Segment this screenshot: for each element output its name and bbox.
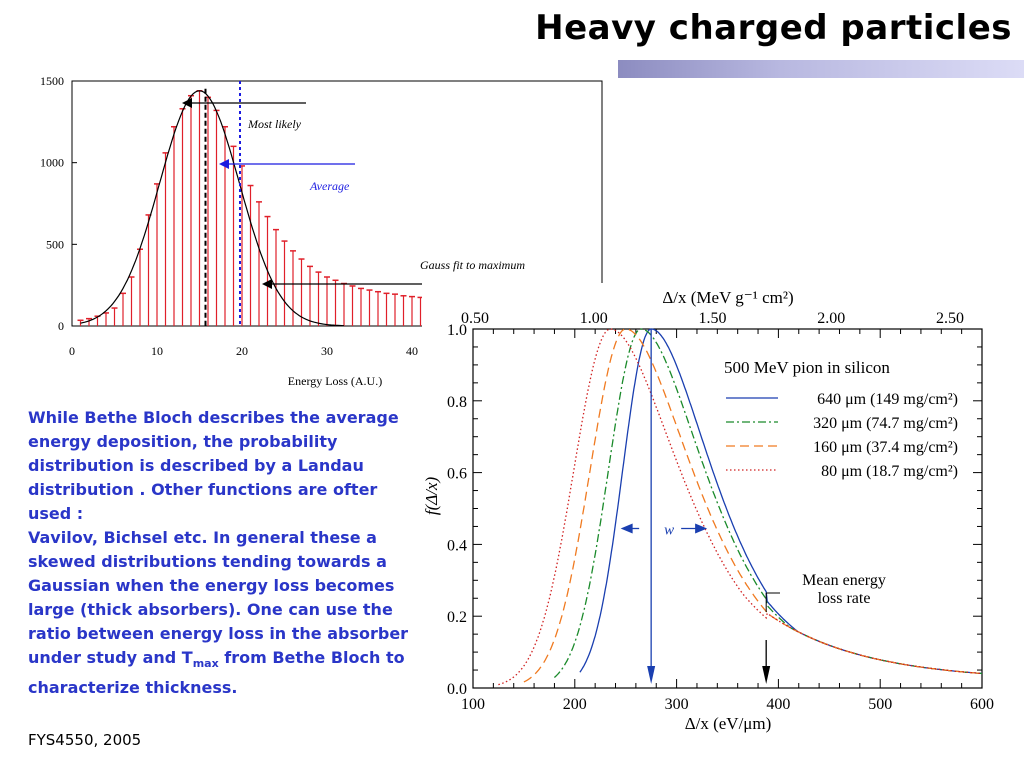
x-tick-label: 500 [868,696,892,713]
x2-tick-label: 2.00 [817,310,845,327]
landau-curves [498,328,983,686]
histogram-markers [182,81,600,326]
x-tick-label: 30 [321,344,333,358]
y-tick-label: 0.0 [447,681,467,698]
average-label: Average [309,179,350,193]
y-tick-label: 1000 [40,156,64,170]
y-tick-label: 500 [46,237,64,251]
x2-tick-label: 1.50 [699,310,727,327]
x2-tick-label: 2.50 [936,310,964,327]
footer-text: FYS4550, 2005 [28,731,142,749]
landau-legend: 500 MeV pion in silicon 640 μm (149 mg/cm… [724,358,958,480]
description-para2-prefix: Vavilov, Bichsel etc. In general these a… [28,528,409,667]
gauss-fit-label: Gauss fit to maximum [420,258,525,272]
x-tick-label: 40 [406,344,418,358]
x-tick-label: 300 [665,696,689,713]
mean-energy-arrowhead [762,666,771,684]
title-accent-bar [618,60,1024,78]
y-axis-label: f(Δ/x) [422,477,441,516]
average-arrowhead [219,159,229,169]
legend-entry: 80 μm (18.7 mg/cm²) [821,463,958,480]
landau-chart-title: 500 MeV pion in silicon [724,358,890,377]
description-para1: While Bethe Bloch describes the average … [28,408,399,523]
histogram-plot-border [71,80,603,327]
mean-energy-label-2: loss rate [818,590,871,607]
landau-frame [472,328,983,689]
histogram-bars [77,90,500,326]
x-tick-label: 10 [151,344,163,358]
most-likely-label: Most likely [247,117,302,131]
gauss-arrowhead [262,279,272,289]
w-right-arrowhead [695,523,708,534]
slide-title: Heavy charged particles [535,8,1012,48]
description-para2: Vavilov, Bichsel etc. In general these a… [28,526,420,700]
x-tick-label: 400 [766,696,790,713]
x2-tick-label: 0.50 [461,310,489,327]
x-tick-label: 200 [563,696,587,713]
legend-entry: 320 μm (74.7 mg/cm²) [813,415,958,432]
x-tick-label: 0 [69,344,75,358]
description-para2-suffix: from Bethe Bloch to characterize thickne… [28,648,405,698]
x2-axis-label: Δ/x (MeV g⁻¹ cm²) [662,288,793,307]
tmax-subscript: max [192,657,219,671]
y-tick-label: 0.6 [447,466,467,483]
x-tick-label: 600 [970,696,994,713]
x-tick-label: 20 [236,344,248,358]
y-tick-label: 0.8 [447,394,467,411]
y-tick-label: 1500 [40,74,64,88]
x-axis-label: Energy Loss (A.U.) [288,374,382,388]
y-tick-label: 0.2 [447,609,467,626]
most-probable-arrowhead [647,666,656,684]
w-left-arrowhead [620,523,633,534]
description-text: While Bethe Bloch describes the average … [28,406,420,700]
legend-entry: 160 μm (37.4 mg/cm²) [813,439,958,456]
y-tick-label: 1.0 [447,322,467,339]
histogram-text: 05001000150001020304050Energy Loss (A.U.… [40,74,525,388]
x-tick-label: 100 [461,696,485,713]
landau-text: 100 200 300 400 500 600 0.50 1.00 1.50 2.00 2.50 0.… [422,288,994,733]
mean-energy-label-1: Mean energy [802,572,886,589]
y-tick-label: 0 [58,319,64,333]
landau-curve [523,328,983,683]
legend-entry: 640 μm (149 mg/cm²) [817,391,958,408]
x-axis-label: Δ/x (eV/μm) [685,714,772,733]
w-label: w [664,523,674,539]
y-tick-label: 0.4 [447,537,467,554]
landau-curve [553,328,983,678]
most-likely-arrowhead [182,98,192,108]
x2-tick-label: 1.00 [580,310,608,327]
